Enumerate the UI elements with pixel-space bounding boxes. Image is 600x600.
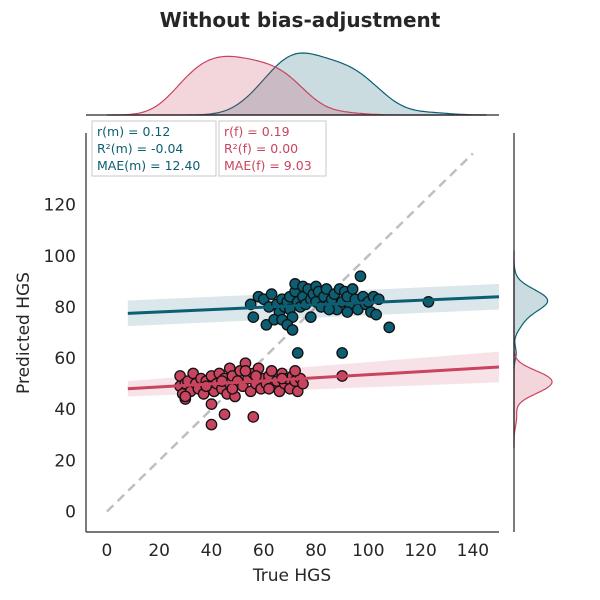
y-axis-label: Predicted HGS xyxy=(14,272,34,394)
x-tick-label: 0 xyxy=(101,541,112,561)
data-point-m xyxy=(336,347,349,359)
data-point-m xyxy=(383,321,396,334)
data-point-f xyxy=(263,382,275,395)
right-density-m xyxy=(513,250,549,448)
data-point-m xyxy=(286,324,299,336)
y-tick-label: 120 xyxy=(44,196,76,216)
regression-line-f xyxy=(127,365,500,391)
data-point-m xyxy=(341,306,354,318)
data-point-m xyxy=(422,295,435,308)
x-tick-label: 140 xyxy=(457,541,489,561)
x-axis-label: True HGS xyxy=(252,566,331,586)
data-point-f xyxy=(265,365,278,377)
x-tick-label: 40 xyxy=(201,541,223,561)
stat-box-m: r(m) = 0.12 R²(m) = -0.04 MAE(m) = 12.40 xyxy=(91,120,217,177)
stat-line: R²(m) = -0.04 xyxy=(97,141,183,156)
data-point-f xyxy=(218,408,231,421)
x-tick-label: 60 xyxy=(253,541,275,561)
data-point-f xyxy=(247,411,260,423)
data-point-f xyxy=(205,418,218,431)
y-tick-label: 80 xyxy=(54,298,76,318)
data-point-m xyxy=(265,288,278,300)
y-tick-label: 0 xyxy=(65,503,76,523)
data-point-f xyxy=(226,382,239,395)
top-marginal-density xyxy=(86,52,499,116)
stat-box-frame xyxy=(218,120,327,177)
stat-line: MAE(m) = 12.40 xyxy=(97,158,200,173)
stat-line: R²(f) = 0.00 xyxy=(224,141,298,156)
data-point-f xyxy=(289,365,301,377)
data-point-f xyxy=(239,365,252,377)
right-marginal-density xyxy=(513,133,553,532)
y-tick-label: 20 xyxy=(54,451,76,471)
data-point-m xyxy=(354,270,367,283)
data-point-f xyxy=(179,390,192,403)
x-tick-label: 20 xyxy=(148,541,170,561)
points-m xyxy=(244,270,435,359)
regression-line-m xyxy=(127,295,500,315)
data-point-m xyxy=(291,347,304,359)
stat-line: r(m) = 0.12 xyxy=(97,124,170,139)
chart-title: Without bias-adjustment xyxy=(160,8,441,32)
y-tick-label: 60 xyxy=(54,349,76,369)
stat-box-frame xyxy=(91,120,217,177)
y-tick-label: 100 xyxy=(44,247,76,267)
data-point-m xyxy=(247,311,260,324)
data-point-m xyxy=(304,311,317,324)
data-point-m xyxy=(370,308,382,321)
data-point-f xyxy=(205,398,218,410)
data-point-m xyxy=(346,283,359,295)
x-tick-label: 80 xyxy=(305,541,327,561)
y-tick-label: 40 xyxy=(54,400,76,420)
main-scatter-plot xyxy=(106,152,500,513)
axes: 0 20 40 60 80 100 120 140 0 20 40 60 80 100 120 xyxy=(44,133,499,561)
stat-line: r(f) = 0.19 xyxy=(224,124,290,139)
stat-line: MAE(f) = 9.03 xyxy=(224,158,312,173)
x-tick-label: 120 xyxy=(404,541,436,561)
stat-box-f: r(f) = 0.19 R²(f) = 0.00 MAE(f) = 9.03 xyxy=(218,120,327,177)
x-tick-label: 100 xyxy=(352,541,384,561)
